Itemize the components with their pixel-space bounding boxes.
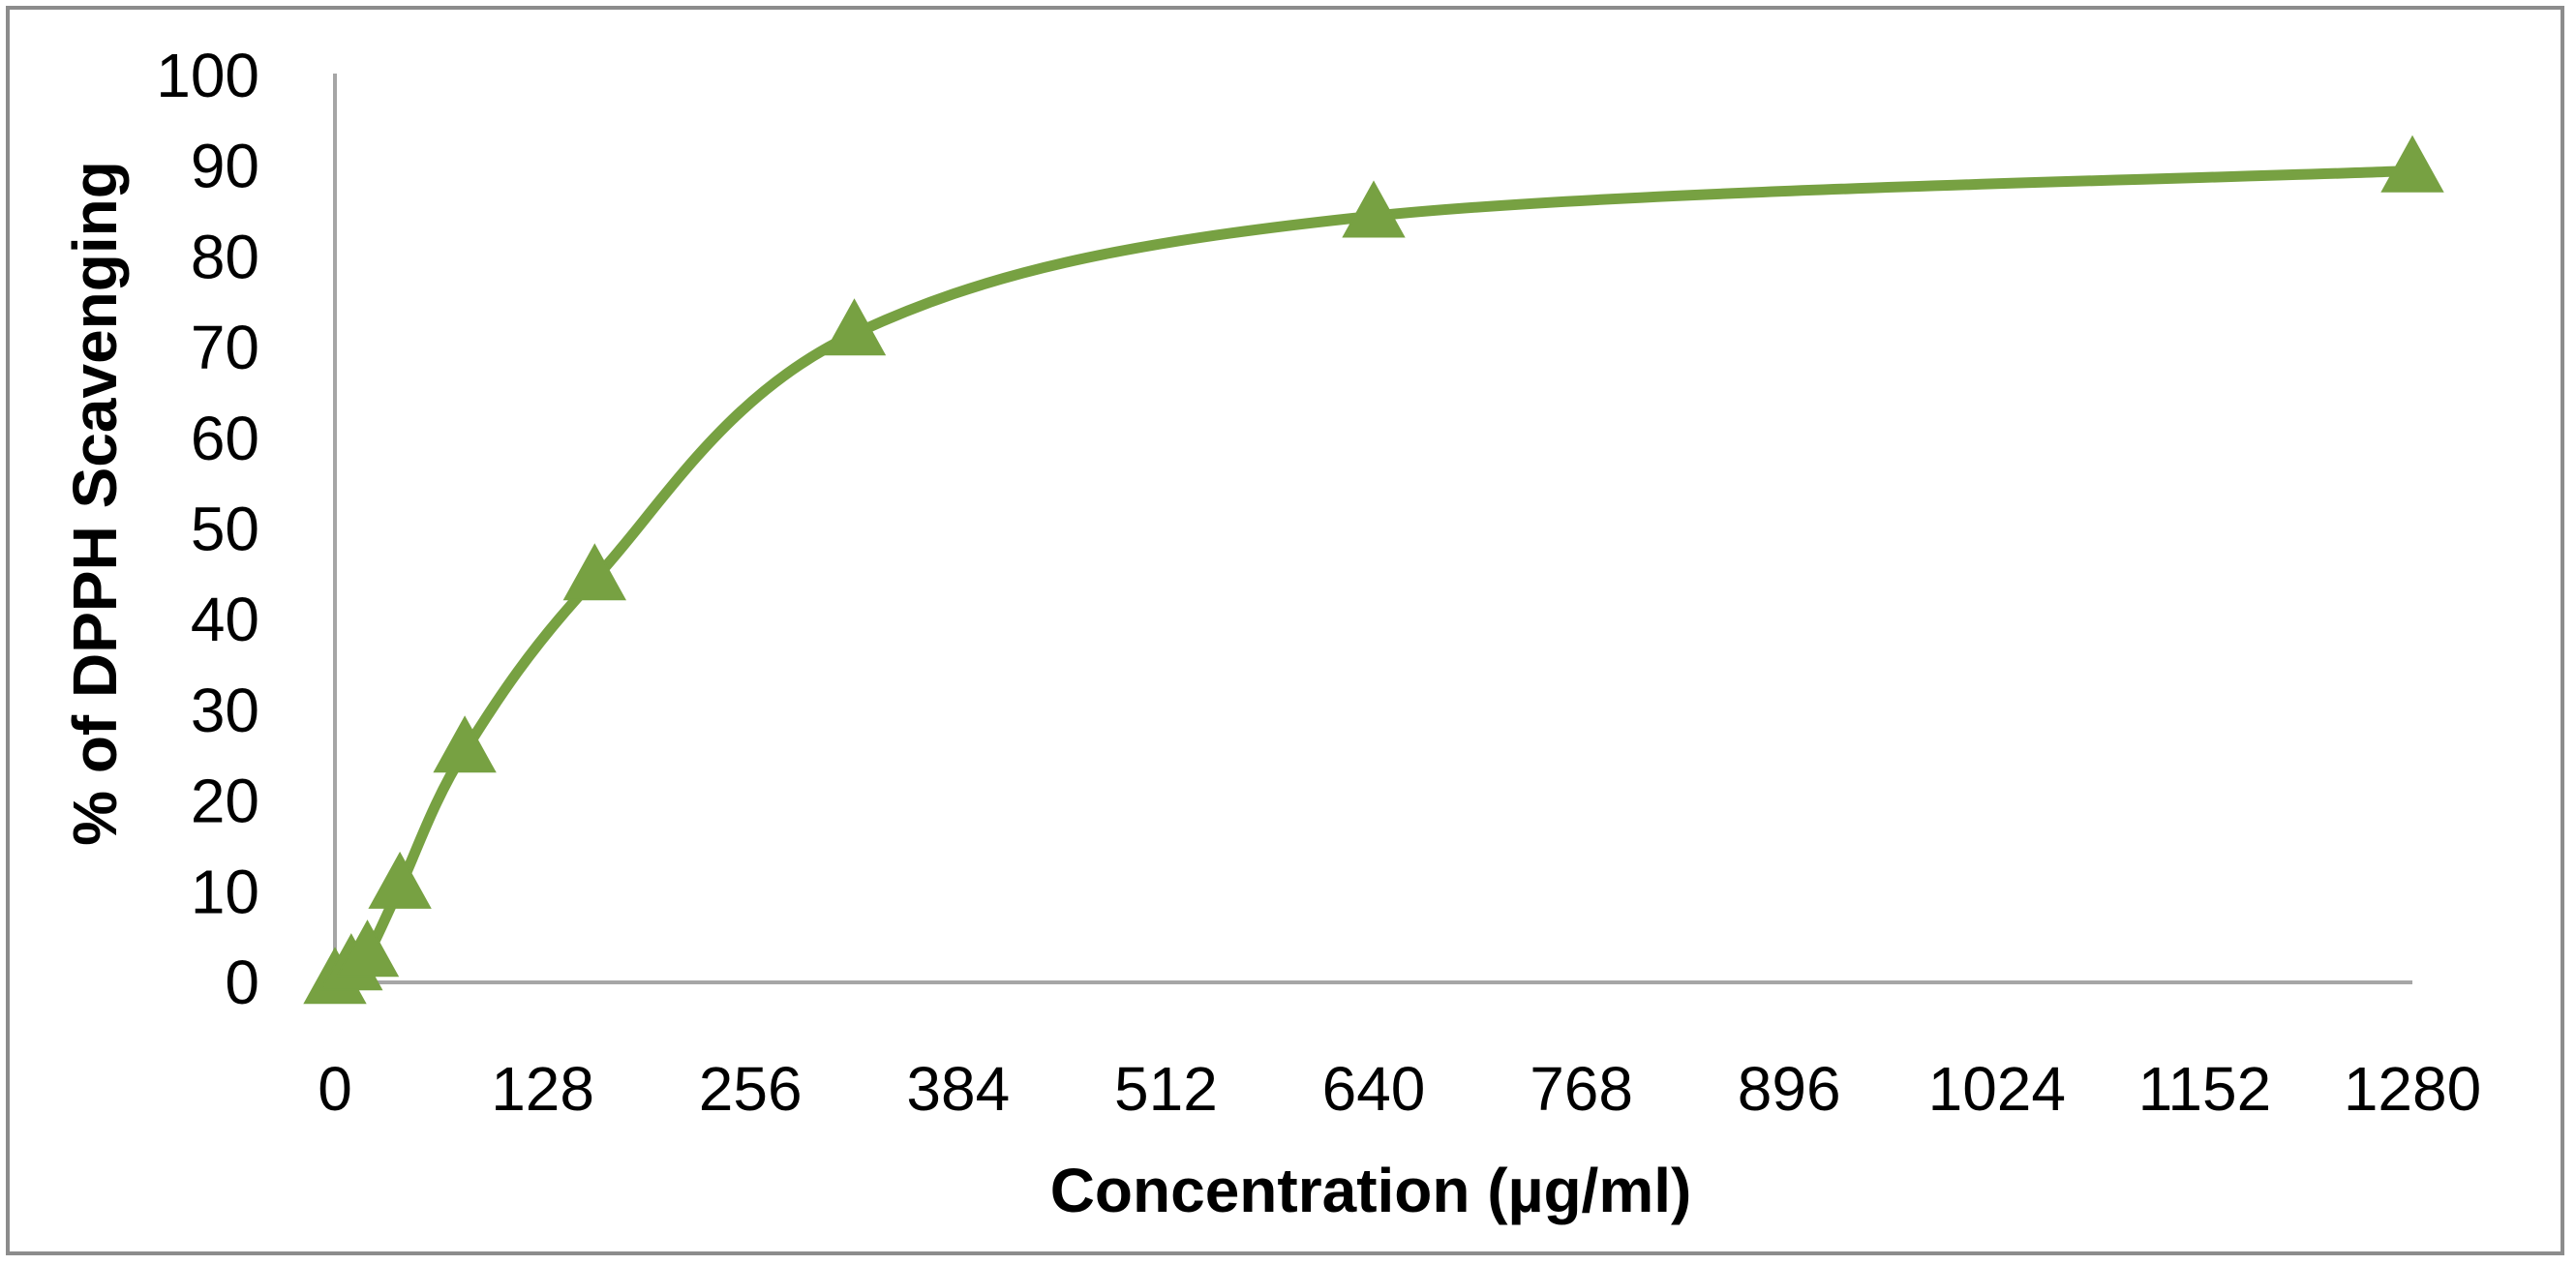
- y-tick-label: 50: [191, 495, 259, 564]
- data-point-marker: [562, 543, 626, 601]
- y-tick-label: 100: [156, 41, 259, 110]
- x-tick-label: 1152: [2138, 1054, 2272, 1124]
- x-tick-labels: 0 128 256 384 512 640 768 896 1024 1152 1280: [318, 1054, 2481, 1124]
- y-tick-labels: 0 10 20 30 40 50 60 70 80 90 100: [156, 41, 259, 1017]
- y-tick-label: 20: [191, 767, 259, 836]
- axes: [333, 74, 2412, 984]
- x-tick-label: 1024: [1928, 1054, 2066, 1124]
- x-tick-label: 128: [491, 1054, 594, 1124]
- data-point-marker: [2380, 135, 2444, 193]
- x-tick-label: 768: [1530, 1054, 1633, 1124]
- y-tick-label: 90: [191, 132, 259, 201]
- x-tick-label: 640: [1322, 1054, 1426, 1124]
- y-tick-label: 0: [225, 948, 259, 1017]
- x-tick-label: 384: [906, 1054, 1010, 1124]
- data-point-marker: [433, 715, 497, 773]
- x-tick-label: 512: [1114, 1054, 1218, 1124]
- y-tick-label: 30: [191, 676, 259, 745]
- y-tick-label: 70: [191, 313, 259, 382]
- data-point-marker: [335, 919, 400, 978]
- y-tick-label: 60: [191, 404, 259, 473]
- y-axis-title: % of DPPH Scavenging: [60, 161, 130, 846]
- chart-frame: [6, 6, 2564, 1255]
- series-group: [303, 135, 2444, 1005]
- y-tick-label: 10: [191, 857, 259, 926]
- data-point-marker: [822, 298, 887, 356]
- x-tick-label: 256: [699, 1054, 803, 1124]
- x-tick-label: 1280: [2344, 1054, 2481, 1124]
- y-tick-label: 80: [191, 222, 259, 291]
- x-axis-title: Concentration (µg/ml): [1050, 1156, 1692, 1225]
- series-line: [329, 165, 2418, 988]
- x-tick-label: 896: [1738, 1054, 1841, 1124]
- data-point-marker: [1342, 180, 1406, 238]
- y-tick-label: 40: [191, 585, 259, 654]
- data-point-marker: [368, 851, 432, 909]
- x-tick-label: 0: [318, 1054, 352, 1124]
